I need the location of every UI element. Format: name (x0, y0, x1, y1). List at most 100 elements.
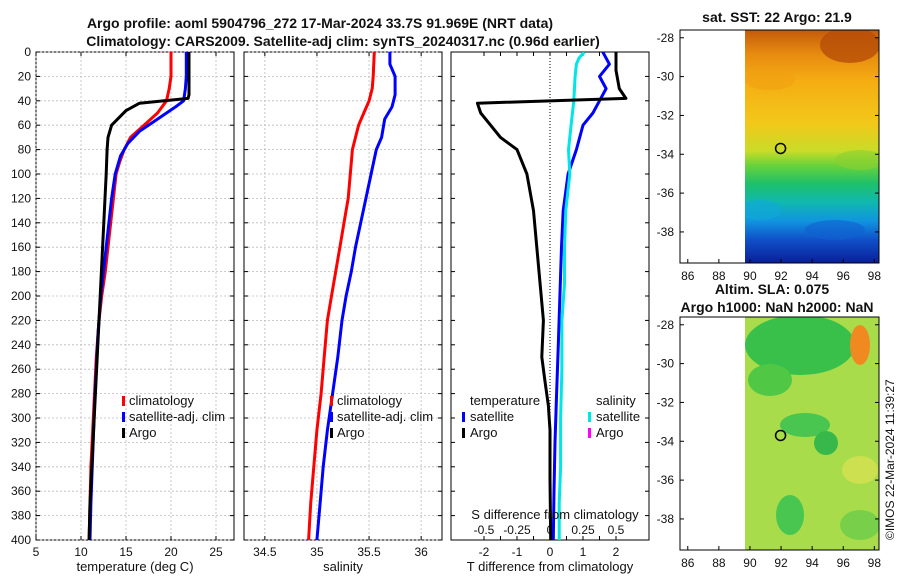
legend-argo-label: Argo (129, 425, 156, 440)
difference-legend: temperature satellite Argo salinity sate… (462, 393, 640, 440)
temperature-ytick-label-15: 300 (11, 411, 31, 425)
sla-green-6 (840, 510, 879, 540)
sst_map-xtick-label-4: 94 (805, 269, 819, 283)
legend-satellite-label: satellite-adj. clim (129, 409, 225, 424)
temperature-ytick-label-2: 40 (18, 94, 32, 108)
sla_map-xtick-label-5: 96 (837, 556, 851, 570)
diff-legend-t-satellite-swatch (462, 412, 465, 422)
temperature-ytick-label-9: 180 (11, 265, 31, 279)
sst-patch-2 (745, 70, 795, 90)
difference-xtick-label-4: 0 (547, 545, 554, 559)
sla-yellow-patch (842, 456, 878, 484)
legend-argo-swatch (122, 428, 125, 438)
difference-series-1-line (557, 52, 586, 540)
temperature-ytick-label-20: 400 (11, 533, 31, 547)
sst-patch-3 (835, 150, 879, 170)
sla_map-xtick-label-0: 86 (681, 556, 695, 570)
temperature-ytick-label-4: 80 (18, 143, 32, 157)
temperature-ytick-label-12: 240 (11, 338, 31, 352)
sal-legend-argo-swatch (330, 428, 333, 438)
diff-legend-s-satellite-swatch (588, 412, 591, 422)
temperature-ytick-label-11: 220 (11, 313, 31, 327)
sst_map-ytick-label-2: -32 (657, 108, 675, 122)
diff-legend-t-argo-label: Argo (470, 425, 497, 440)
temperature-xtick-label-0: 5 (33, 545, 40, 559)
sst-map-field (745, 30, 879, 263)
salinity-series-0-line (307, 52, 376, 540)
sla-map-field (745, 317, 879, 550)
sst-map-axes: 86 88 90 92 94 96 98 -28 -30 -32 -34 -36 -38 (657, 31, 882, 283)
salinity-panel: 34.5 35 35.5 36 (244, 51, 442, 559)
temperature-ytick-label-19: 380 (11, 509, 31, 523)
difference-series-2-line (475, 52, 628, 540)
sla_map-ytick-label-2: -32 (657, 395, 675, 409)
sst_map-xtick-label-5: 96 (837, 269, 851, 283)
salinity-legend: climatology satellite-adj. clim Argo (330, 393, 433, 440)
sla-green-1 (745, 317, 855, 375)
legend-climatology-label: climatology (129, 393, 195, 408)
sst_map-xtick-label-1: 88 (712, 269, 726, 283)
temperature-ytick-label-8: 160 (11, 240, 31, 254)
temperature-series-2-line (87, 52, 191, 540)
sst-map-title: sat. SST: 22 Argo: 21.9 (702, 9, 852, 25)
sla_map-ytick-label-3: -34 (657, 434, 675, 448)
sst_map-ytick-label-5: -38 (657, 225, 675, 239)
sla_map-ytick-label-1: -30 (657, 357, 675, 371)
sst-patch-4 (745, 200, 782, 220)
temperature-ytick-label-13: 260 (11, 362, 31, 376)
sal-legend-climatology-label: climatology (337, 393, 403, 408)
difference-s-tick-label-4: 0.5 (608, 523, 625, 537)
temperature-ytick-label-18: 360 (11, 484, 31, 498)
difference-xlabel: T difference from climatology (467, 559, 634, 574)
sla_map-xtick-label-6: 98 (868, 556, 882, 570)
sla_map-ytick-label-5: -38 (657, 512, 675, 526)
sla-green-3 (780, 413, 830, 437)
sla-green-5 (776, 495, 804, 535)
figure-title-line2: Climatology: CARS2009. Satellite-adj cli… (86, 33, 600, 49)
sst_map-ytick-label-3: -34 (657, 147, 675, 161)
sla_map-argo-marker (774, 429, 787, 442)
sal-legend-satellite-swatch (330, 412, 333, 422)
sst_map-argo-marker (774, 142, 787, 155)
temperature-ytick-label-10: 200 (11, 289, 31, 303)
diff-legend-temperature-heading: temperature (470, 393, 540, 408)
difference-panel: -2 -1 0 1 2-0.5 -0.25 0 0.25 0.5 (451, 51, 649, 559)
sst_map-xtick-label-0: 86 (681, 269, 695, 283)
temperature-series-group (87, 52, 191, 540)
temperature-ytick-label-6: 120 (11, 191, 31, 205)
sst_map-xtick-label-2: 90 (743, 269, 757, 283)
temperature-ytick-label-16: 320 (11, 435, 31, 449)
sla_map-xtick-label-4: 94 (805, 556, 819, 570)
salinity-xtick-label-0: 34.5 (253, 545, 277, 559)
salinity-xtick-label-2: 35.5 (357, 545, 381, 559)
temperature-legend: climatology satellite-adj. clim Argo (122, 393, 225, 440)
sla-map-title-line2: Argo h1000: NaN h2000: NaN (681, 299, 874, 315)
diff-legend-t-satellite-label: satellite (470, 409, 514, 424)
sst_map-ytick-label-1: -30 (657, 70, 675, 84)
sla-map-axes: 86 88 90 92 94 96 98 -28 -30 -32 -34 -36 -38 (657, 318, 882, 570)
temperature-ytick-label-5: 100 (11, 167, 31, 181)
temperature-xtick-label-3: 20 (164, 545, 178, 559)
sst_map-xtick-label-6: 98 (868, 269, 882, 283)
difference-xtick-label-0: -2 (479, 545, 490, 559)
difference-s-tick-label-0: -0.5 (474, 523, 495, 537)
sla_map-xtick-label-3: 92 (774, 556, 788, 570)
sla_map-ytick-label-0: -28 (657, 318, 675, 332)
sla-map-title-line1: Altim. SLA: 0.075 (715, 281, 830, 297)
diff-legend-s-argo-swatch (588, 428, 591, 438)
difference-s-tick-label-1: -0.25 (503, 523, 531, 537)
temperature-ytick-label-3: 60 (18, 118, 32, 132)
sal-legend-climatology-swatch (330, 396, 333, 406)
difference-s-tick-label-3: 0.25 (571, 523, 595, 537)
temperature-xlabel: temperature (deg C) (76, 559, 193, 574)
diff-legend-salinity-heading: salinity (596, 393, 636, 408)
sst_map-ytick-label-0: -28 (657, 31, 675, 45)
difference-xtick-label-6: 1 (580, 545, 587, 559)
temperature-xtick-label-2: 15 (119, 545, 133, 559)
figure-title-line1: Argo profile: aoml 5904796_272 17-Mar-20… (87, 15, 553, 31)
temperature-ytick-label-17: 340 (11, 460, 31, 474)
sal-legend-argo-label: Argo (337, 425, 364, 440)
temperature-ytick-label-14: 280 (11, 387, 31, 401)
sla_map-xtick-label-2: 90 (743, 556, 757, 570)
